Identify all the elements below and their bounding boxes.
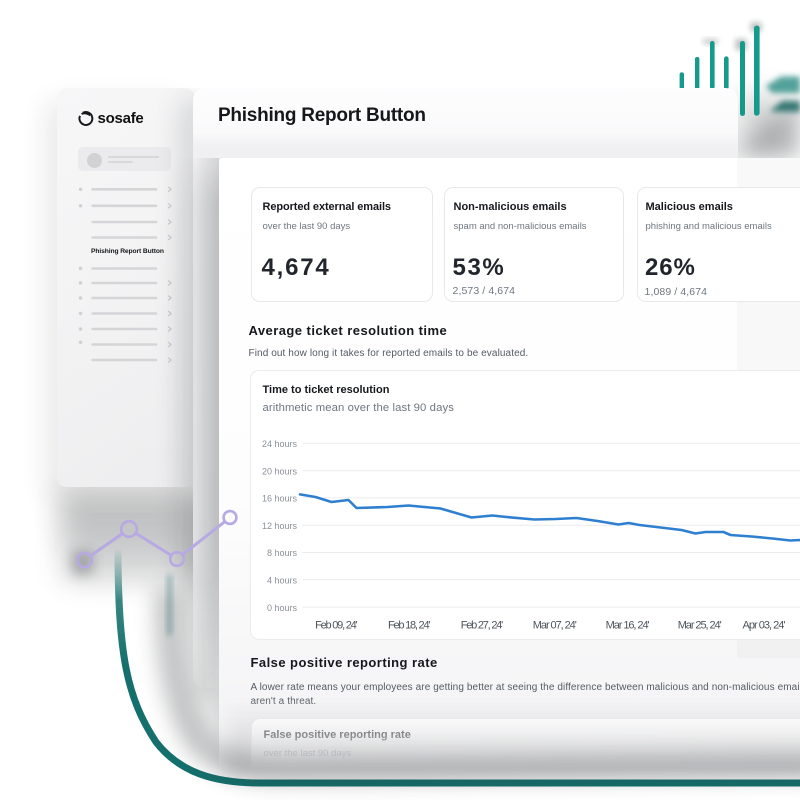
svg-text:12 hours: 12 hours: [261, 521, 297, 531]
svg-text:Apr 03, 24': Apr 03, 24': [742, 620, 785, 632]
svg-text:8 hours: 8 hours: [266, 548, 297, 558]
svg-text:Feb 18, 24': Feb 18, 24': [387, 620, 430, 632]
svg-text:24 hours: 24 hours: [261, 439, 297, 449]
svg-text:20 hours: 20 hours: [261, 466, 297, 476]
svg-text:Mar 25, 24': Mar 25, 24': [677, 620, 721, 632]
svg-text:16 hours: 16 hours: [261, 494, 297, 504]
svg-text:Mar 16, 24': Mar 16, 24': [605, 620, 649, 632]
svg-text:0 hours: 0 hours: [266, 603, 297, 613]
svg-text:Mar 07, 24': Mar 07, 24': [532, 620, 576, 632]
svg-text:Feb 27, 24': Feb 27, 24': [460, 620, 503, 632]
svg-text:Feb 09, 24': Feb 09, 24': [315, 620, 358, 632]
svg-text:4 hours: 4 hours: [266, 576, 297, 586]
